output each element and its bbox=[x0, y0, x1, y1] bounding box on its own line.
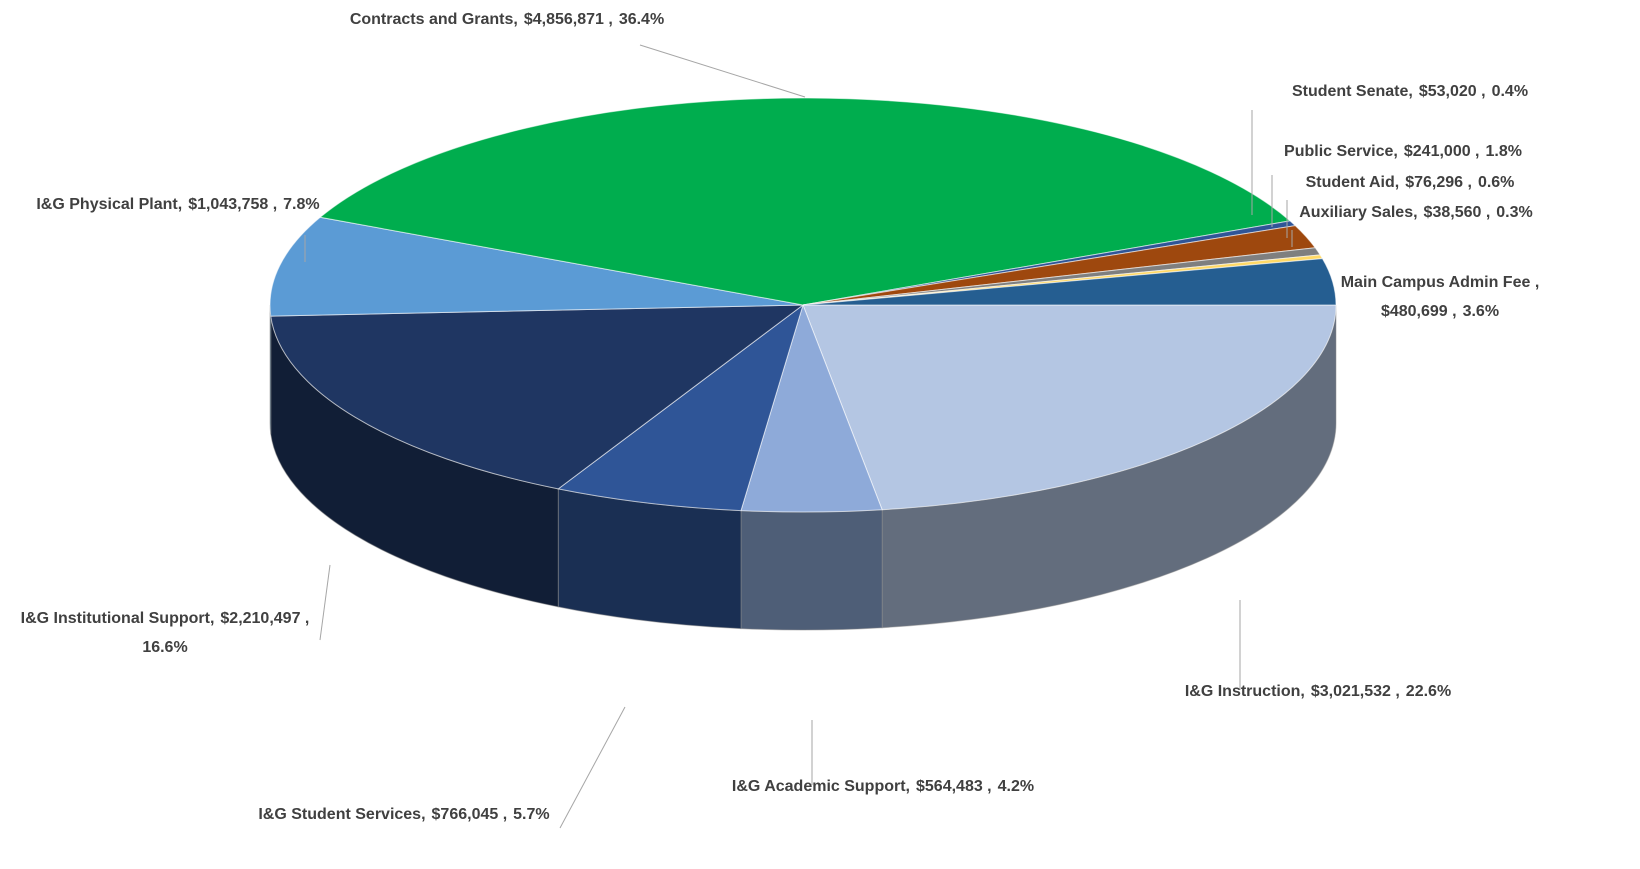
label-part: 22.6% bbox=[1406, 683, 1451, 700]
label-part: $480,699 , bbox=[1381, 303, 1457, 320]
data-label: I&G Institutional Support, $2,210,497 , 16… bbox=[21, 610, 310, 656]
label-part: 36.4% bbox=[619, 11, 664, 28]
slice bbox=[319, 97, 1292, 306]
label-part: $38,560 , bbox=[1424, 204, 1491, 221]
label-part: I&G Physical Plant, bbox=[36, 196, 182, 213]
slice bbox=[802, 304, 1337, 511]
label-part: Student Aid, bbox=[1306, 174, 1400, 191]
label-part: Auxiliary Sales, bbox=[1299, 204, 1417, 221]
label-part: 1.8% bbox=[1486, 143, 1522, 160]
slice bbox=[269, 216, 804, 317]
data-label: Public Service, $241,000 , 1.8% bbox=[1284, 143, 1522, 160]
data-label: I&G Instruction, $3,021,532 , 22.6% bbox=[1185, 683, 1451, 700]
data-label: Student Senate, $53,020 , 0.4% bbox=[1292, 83, 1528, 100]
label-part: $1,043,758 , bbox=[188, 196, 277, 213]
label-part: Student Senate, bbox=[1292, 83, 1413, 100]
label-part: 0.3% bbox=[1496, 204, 1532, 221]
label-part: I&G Academic Support, bbox=[732, 778, 910, 795]
label-part: 0.6% bbox=[1478, 174, 1514, 191]
label-part: I&G Student Services, bbox=[258, 806, 425, 823]
slice bbox=[557, 303, 804, 512]
data-label: I&G Student Services, $766,045 , 5.7% bbox=[258, 806, 549, 823]
leader-line bbox=[319, 564, 331, 641]
slice-side bbox=[269, 304, 272, 435]
leader-line bbox=[559, 706, 626, 829]
label-part: 3.6% bbox=[1463, 303, 1499, 320]
data-label: Auxiliary Sales, $38,560 , 0.3% bbox=[1299, 204, 1533, 221]
label-part: Public Service, bbox=[1284, 143, 1398, 160]
label-part: 16.6% bbox=[142, 639, 187, 656]
label-part: $564,483 , bbox=[916, 778, 992, 795]
label-part: Main Campus Admin Fee , bbox=[1341, 274, 1540, 291]
label-part: 0.4% bbox=[1492, 83, 1528, 100]
data-label: I&G Academic Support, $564,483 , 4.2% bbox=[732, 778, 1034, 795]
label-part: I&G Instruction, bbox=[1185, 683, 1305, 700]
slice-side bbox=[557, 488, 742, 630]
leader-line bbox=[639, 44, 806, 98]
slice bbox=[802, 258, 1337, 306]
label-part: $766,045 , bbox=[432, 806, 508, 823]
label-part: $241,000 , bbox=[1404, 143, 1480, 160]
data-label: Contracts and Grants, $4,856,871 , 36.4% bbox=[350, 11, 664, 28]
data-label: Student Aid, $76,296 , 0.6% bbox=[1306, 174, 1515, 191]
label-part: $2,210,497 , bbox=[220, 610, 309, 627]
slice bbox=[270, 304, 805, 490]
label-part: I&G Institutional Support, bbox=[21, 610, 215, 627]
label-part: Contracts and Grants, bbox=[350, 11, 518, 28]
label-part: $53,020 , bbox=[1419, 83, 1486, 100]
data-label: I&G Physical Plant, $1,043,758 , 7.8% bbox=[36, 196, 319, 213]
data-label: Main Campus Admin Fee , $480,699 , 3.6% bbox=[1341, 274, 1540, 320]
label-part: 4.2% bbox=[998, 778, 1034, 795]
label-part: $4,856,871 , bbox=[524, 11, 613, 28]
slice-side bbox=[740, 509, 883, 631]
label-part: $76,296 , bbox=[1405, 174, 1472, 191]
label-part: 7.8% bbox=[283, 196, 319, 213]
label-part: $3,021,532 , bbox=[1311, 683, 1400, 700]
label-part: 5.7% bbox=[513, 806, 549, 823]
